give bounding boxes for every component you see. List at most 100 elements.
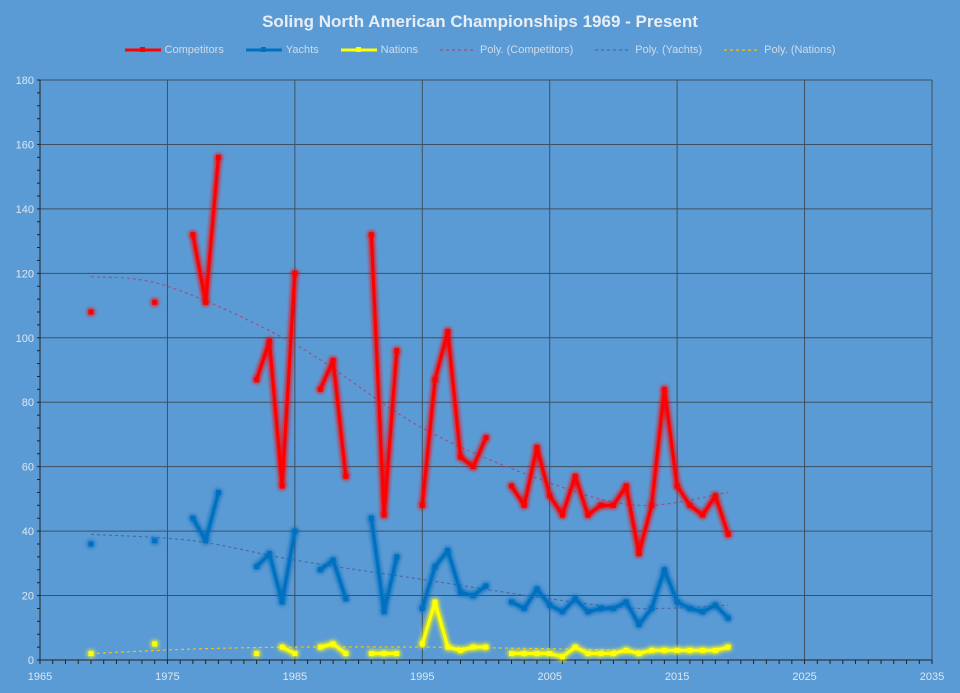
- data-point: [572, 644, 578, 650]
- data-point: [458, 589, 464, 595]
- data-point: [470, 464, 476, 470]
- x-tick-label: 2015: [665, 671, 689, 683]
- data-point: [572, 596, 578, 602]
- data-point: [470, 593, 476, 599]
- data-point: [368, 232, 374, 238]
- data-point: [279, 644, 285, 650]
- data-point: [483, 644, 489, 650]
- series-line: [191, 157, 220, 304]
- data-point: [649, 502, 655, 508]
- data-point: [432, 599, 438, 605]
- data-point: [521, 605, 527, 611]
- data-point: [152, 299, 158, 305]
- legend-label: Nations: [380, 44, 418, 56]
- data-point: [725, 615, 731, 621]
- trendline-nations: [90, 646, 729, 655]
- data-point: [330, 357, 336, 363]
- data-point: [292, 651, 298, 657]
- data-point: [598, 651, 604, 657]
- series-yachts: [88, 489, 731, 628]
- legend-swatch: [595, 49, 632, 51]
- data-point: [215, 489, 221, 495]
- series-line: [510, 568, 730, 627]
- chart-title: Soling North American Championships 1969…: [262, 12, 698, 31]
- data-point: [88, 651, 94, 657]
- data-point: [419, 641, 425, 647]
- data-point: [343, 473, 349, 479]
- y-tick-label: 20: [22, 591, 34, 603]
- data-point: [534, 444, 540, 450]
- series-competitors: [88, 154, 731, 557]
- y-tick-label: 100: [16, 333, 34, 345]
- data-point: [458, 647, 464, 653]
- data-point: [547, 493, 553, 499]
- legend-swatch: [245, 47, 282, 52]
- data-point: [394, 348, 400, 354]
- series-line: [420, 600, 486, 652]
- legend-label: Yachts: [285, 44, 319, 56]
- data-point: [598, 502, 604, 508]
- data-point: [381, 512, 387, 518]
- data-point: [623, 483, 629, 489]
- data-point: [636, 622, 642, 628]
- data-point: [534, 586, 540, 592]
- data-point: [585, 609, 591, 615]
- data-point: [585, 512, 591, 518]
- series-line: [191, 492, 220, 543]
- data-point: [254, 651, 260, 657]
- data-point: [483, 435, 489, 441]
- data-point: [636, 551, 642, 557]
- data-point: [279, 599, 285, 605]
- data-point: [152, 641, 158, 647]
- y-tick-label: 140: [16, 204, 34, 216]
- data-point: [661, 386, 667, 392]
- x-tick-label: 1985: [283, 671, 307, 683]
- data-point: [88, 541, 94, 547]
- data-point: [381, 609, 387, 615]
- data-point: [330, 641, 336, 647]
- legend-label: Poly. (Nations): [764, 44, 836, 56]
- data-point: [203, 299, 209, 305]
- data-point: [419, 605, 425, 611]
- legend: Competitors Yachts Nations Poly. (Competito…: [0, 44, 960, 56]
- series-line: [255, 530, 297, 604]
- series-line: [369, 234, 399, 517]
- data-point: [712, 493, 718, 499]
- data-point: [470, 644, 476, 650]
- data-point: [483, 583, 489, 589]
- data-point: [712, 647, 718, 653]
- data-point: [215, 154, 221, 160]
- trendline-competitors: [90, 275, 729, 507]
- legend-item: Poly. (Competitors): [439, 44, 573, 56]
- data-point: [419, 502, 425, 508]
- data-point: [521, 502, 527, 508]
- data-point: [636, 651, 642, 657]
- x-tick-label: 1995: [410, 671, 434, 683]
- data-point: [661, 647, 667, 653]
- legend-item: Poly. (Nations): [724, 44, 835, 56]
- series-line: [255, 273, 297, 488]
- legend-item: Poly. (Yachts): [595, 44, 702, 56]
- data-point: [508, 483, 514, 489]
- data-point: [458, 454, 464, 460]
- data-point: [674, 483, 680, 489]
- x-tick-label: 2025: [792, 671, 816, 683]
- data-point: [368, 651, 374, 657]
- data-point: [190, 515, 196, 521]
- data-point: [534, 651, 540, 657]
- data-point: [610, 502, 616, 508]
- series-line: [420, 548, 487, 609]
- data-point: [700, 512, 706, 518]
- data-point: [317, 386, 323, 392]
- data-point: [674, 647, 680, 653]
- data-point: [266, 338, 272, 344]
- data-point: [712, 602, 718, 608]
- data-point: [610, 651, 616, 657]
- data-point: [445, 328, 451, 334]
- data-point: [317, 644, 323, 650]
- data-point: [381, 651, 387, 657]
- data-point: [508, 599, 514, 605]
- data-point: [203, 538, 209, 544]
- data-point: [279, 483, 285, 489]
